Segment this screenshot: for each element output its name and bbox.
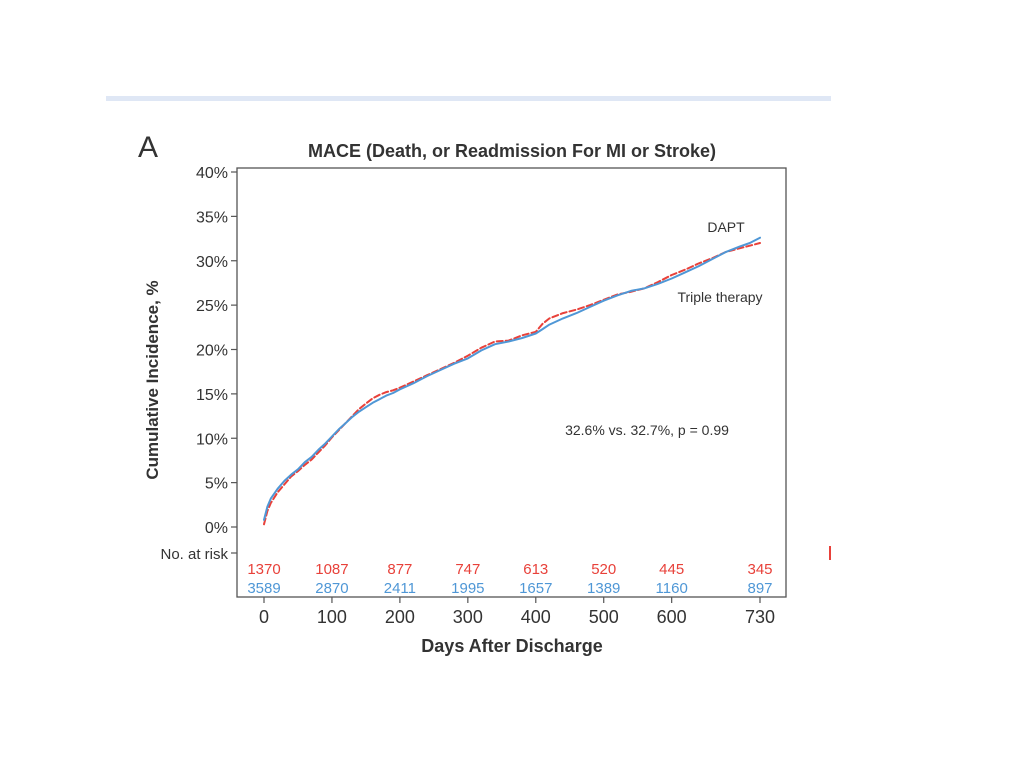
risk-value-triple-therapy: 613 <box>523 561 548 578</box>
risk-value-dapt: 2870 <box>315 580 348 597</box>
x-tick-label: 0 <box>259 607 269 627</box>
risk-value-dapt: 3589 <box>247 580 280 597</box>
y-tick-label: 0% <box>205 520 228 537</box>
risk-value-triple-therapy: 1087 <box>315 561 348 578</box>
y-axis: 0% 5% 10% 15% 20% 25% 30% 35% 40% <box>196 165 237 554</box>
series-line-triple-therapy <box>263 242 761 526</box>
risk-value-triple-therapy: 520 <box>591 561 616 578</box>
x-axis: 0 100 200 300 400 500 600 730 <box>259 597 775 627</box>
risk-table-label: No. at risk <box>160 546 228 563</box>
risk-value-triple-therapy: 345 <box>747 561 772 578</box>
x-axis-label: Days After Discharge <box>421 636 602 656</box>
y-tick-label: 10% <box>196 431 228 448</box>
y-tick-label: 25% <box>196 298 228 315</box>
series-label-triple-therapy: Triple therapy <box>677 289 762 305</box>
plot-frame <box>236 167 787 598</box>
x-tick-label: 100 <box>317 607 347 627</box>
risk-value-dapt: 1389 <box>587 580 620 597</box>
y-tick-label: 30% <box>196 254 228 271</box>
risk-value-triple-therapy: 1370 <box>247 561 280 578</box>
top-divider-bar <box>106 96 831 101</box>
x-tick-label: 600 <box>657 607 687 627</box>
series-layer <box>263 236 761 526</box>
y-tick-label: 40% <box>196 165 228 182</box>
risk-value-dapt: 897 <box>747 580 772 597</box>
risk-value-triple-therapy: 747 <box>455 561 480 578</box>
x-tick-label: 300 <box>453 607 483 627</box>
risk-value-dapt: 1995 <box>451 580 484 597</box>
risk-value-dapt: 2411 <box>384 580 416 597</box>
panel-letter: A <box>138 131 158 164</box>
risk-value-triple-therapy: 445 <box>659 561 684 578</box>
y-axis-label: Cumulative Incidence, % <box>143 280 162 479</box>
x-tick-label: 730 <box>745 607 775 627</box>
y-tick-label: 20% <box>196 343 228 360</box>
risk-value-triple-therapy: 877 <box>387 561 412 578</box>
x-tick-label: 200 <box>385 607 415 627</box>
risk-table: 1370 1087 877 747 613 520 445 345 3589 2870 2411 19… <box>247 561 772 597</box>
edge-tick-mark <box>829 546 831 560</box>
x-tick-label: 500 <box>589 607 619 627</box>
risk-value-dapt: 1160 <box>656 580 688 597</box>
risk-value-dapt: 1657 <box>519 580 552 597</box>
series-line-dapt <box>263 236 761 521</box>
p-value-annotation: 32.6% vs. 32.7%, p = 0.99 <box>565 422 729 438</box>
chart-title: MACE (Death, or Readmission For MI or St… <box>308 141 716 161</box>
series-label-dapt: DAPT <box>707 219 745 235</box>
y-tick-label: 15% <box>196 387 228 404</box>
y-tick-label: 35% <box>196 209 228 226</box>
y-tick-label: 5% <box>205 476 228 493</box>
x-tick-label: 400 <box>521 607 551 627</box>
